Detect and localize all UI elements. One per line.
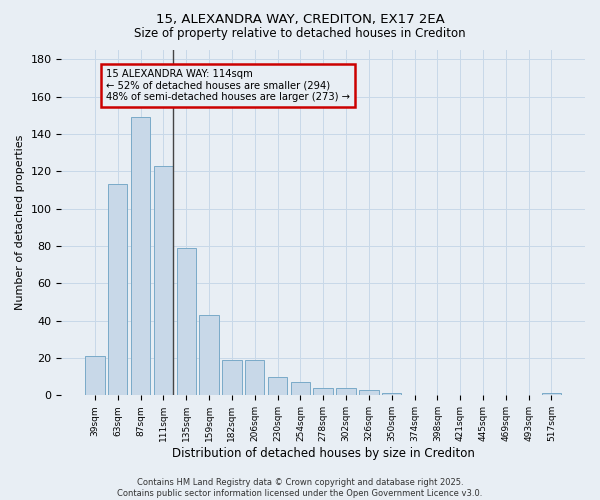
Bar [337, 388, 356, 396]
Bar [290, 382, 310, 396]
Bar [382, 394, 401, 396]
Text: 15, ALEXANDRA WAY, CREDITON, EX17 2EA: 15, ALEXANDRA WAY, CREDITON, EX17 2EA [155, 12, 445, 26]
Bar [131, 117, 150, 396]
Bar [85, 356, 104, 396]
Bar [154, 166, 173, 396]
Bar [268, 376, 287, 396]
Text: Contains HM Land Registry data © Crown copyright and database right 2025.
Contai: Contains HM Land Registry data © Crown c… [118, 478, 482, 498]
Y-axis label: Number of detached properties: Number of detached properties [15, 135, 25, 310]
Text: 15 ALEXANDRA WAY: 114sqm
← 52% of detached houses are smaller (294)
48% of semi-: 15 ALEXANDRA WAY: 114sqm ← 52% of detach… [106, 68, 350, 102]
Text: Size of property relative to detached houses in Crediton: Size of property relative to detached ho… [134, 28, 466, 40]
X-axis label: Distribution of detached houses by size in Crediton: Distribution of detached houses by size … [172, 447, 475, 460]
Bar [199, 315, 219, 396]
Bar [313, 388, 333, 396]
Bar [108, 184, 127, 396]
Bar [542, 394, 561, 396]
Bar [245, 360, 265, 396]
Bar [222, 360, 242, 396]
Bar [359, 390, 379, 396]
Bar [176, 248, 196, 396]
